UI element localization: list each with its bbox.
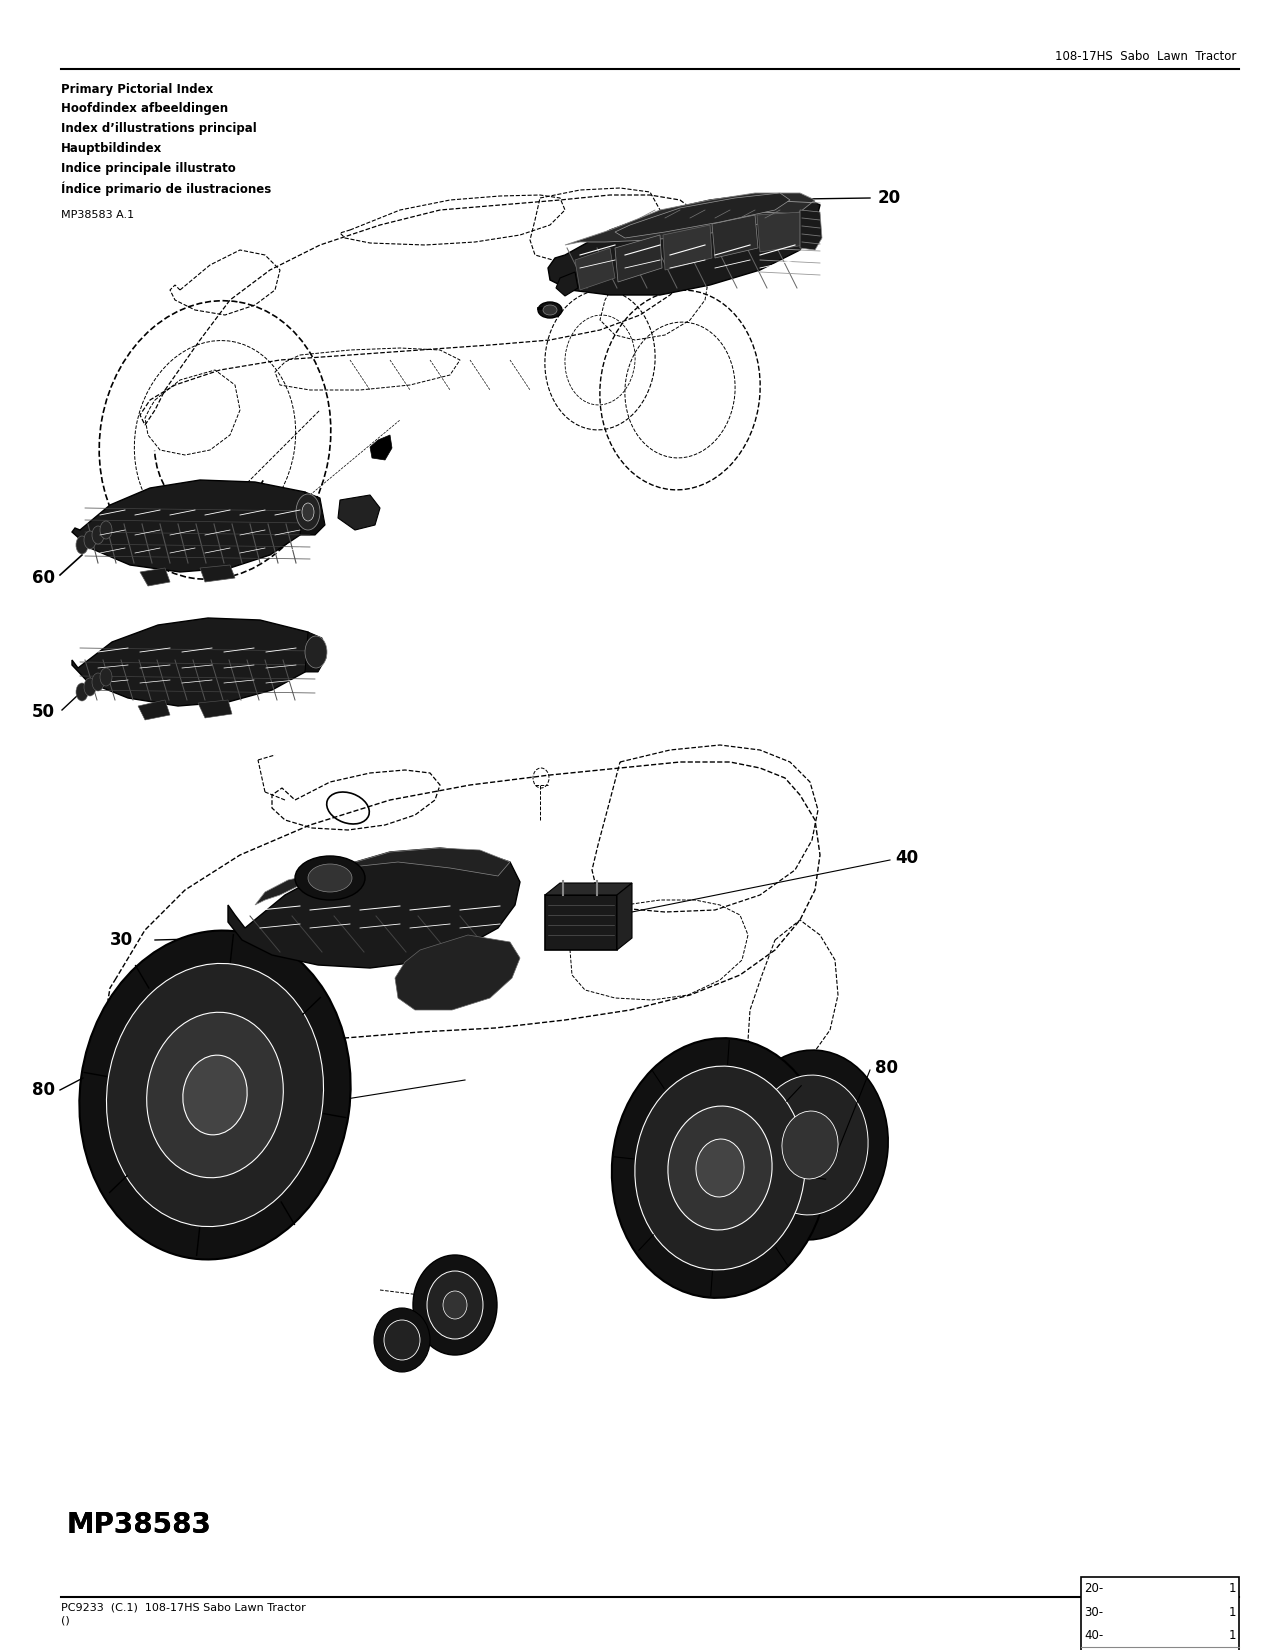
Ellipse shape	[305, 635, 326, 668]
Ellipse shape	[752, 1076, 868, 1214]
Ellipse shape	[635, 1066, 805, 1270]
Ellipse shape	[147, 1011, 283, 1178]
Ellipse shape	[732, 1049, 889, 1239]
Ellipse shape	[668, 1106, 773, 1229]
Text: Hoofdindex afbeeldingen: Hoofdindex afbeeldingen	[61, 102, 228, 116]
Polygon shape	[395, 936, 520, 1010]
Text: 40: 40	[895, 850, 918, 866]
Polygon shape	[548, 195, 820, 295]
Text: 1: 1	[1229, 1629, 1237, 1642]
Ellipse shape	[99, 668, 112, 686]
Text: 80: 80	[32, 1081, 55, 1099]
Ellipse shape	[782, 1110, 838, 1180]
Polygon shape	[663, 224, 711, 271]
Text: MP38583: MP38583	[66, 1511, 212, 1538]
Ellipse shape	[99, 521, 112, 540]
Polygon shape	[556, 272, 578, 295]
Polygon shape	[138, 700, 170, 719]
Ellipse shape	[309, 865, 352, 893]
Text: 60: 60	[32, 569, 55, 587]
Polygon shape	[370, 436, 391, 460]
Text: 20: 20	[878, 190, 901, 206]
Bar	[1081, 1577, 1239, 1650]
Text: 1: 1	[1229, 1582, 1237, 1596]
Polygon shape	[565, 193, 815, 244]
Ellipse shape	[413, 1256, 497, 1355]
Ellipse shape	[92, 673, 105, 691]
Text: Index d’illustrations principal: Index d’illustrations principal	[61, 122, 258, 135]
Polygon shape	[615, 234, 662, 282]
Text: Índice primario de ilustraciones: Índice primario de ilustraciones	[61, 182, 272, 196]
Ellipse shape	[612, 1038, 829, 1299]
Text: Indice principale illustrato: Indice principale illustrato	[61, 162, 236, 175]
Polygon shape	[300, 492, 325, 535]
Ellipse shape	[696, 1138, 745, 1196]
Ellipse shape	[182, 1054, 247, 1135]
Polygon shape	[71, 619, 317, 706]
Text: 80: 80	[875, 1059, 898, 1077]
Ellipse shape	[296, 493, 320, 530]
Polygon shape	[255, 848, 510, 904]
Text: 3: 3	[1233, 1602, 1239, 1612]
Ellipse shape	[442, 1290, 467, 1318]
Polygon shape	[711, 214, 759, 257]
Text: 1: 1	[1229, 1605, 1237, 1619]
Text: PC9233  (C.1)  108-17HS Sabo Lawn Tractor: PC9233 (C.1) 108-17HS Sabo Lawn Tractor	[61, 1602, 306, 1612]
Text: 50: 50	[32, 703, 55, 721]
Polygon shape	[799, 210, 822, 251]
Ellipse shape	[374, 1308, 430, 1373]
Polygon shape	[757, 211, 805, 252]
Ellipse shape	[302, 503, 314, 521]
Ellipse shape	[79, 931, 351, 1259]
Text: Hauptbildindex: Hauptbildindex	[61, 142, 162, 155]
Polygon shape	[617, 883, 632, 950]
Ellipse shape	[427, 1270, 483, 1340]
Polygon shape	[615, 193, 790, 238]
Polygon shape	[71, 480, 315, 573]
Text: 108-17HS  Sabo  Lawn  Tractor: 108-17HS Sabo Lawn Tractor	[1056, 50, 1237, 63]
Text: MP38583: MP38583	[66, 1511, 212, 1538]
Polygon shape	[140, 568, 170, 586]
Text: (): ()	[61, 1615, 70, 1625]
Polygon shape	[544, 894, 617, 950]
Ellipse shape	[84, 531, 96, 549]
Polygon shape	[228, 848, 520, 969]
Polygon shape	[338, 495, 380, 530]
Text: 30-: 30-	[1084, 1605, 1103, 1619]
Ellipse shape	[107, 964, 324, 1226]
Ellipse shape	[76, 536, 88, 554]
Ellipse shape	[295, 856, 365, 899]
Polygon shape	[198, 700, 232, 718]
Ellipse shape	[76, 683, 88, 701]
Text: 30: 30	[110, 931, 133, 949]
Text: 20-: 20-	[1084, 1582, 1103, 1596]
Polygon shape	[200, 564, 235, 582]
Polygon shape	[544, 883, 632, 894]
Ellipse shape	[92, 526, 105, 544]
Ellipse shape	[538, 302, 562, 318]
Text: Primary Pictorial Index: Primary Pictorial Index	[61, 82, 213, 96]
Polygon shape	[575, 248, 615, 290]
Ellipse shape	[543, 305, 557, 315]
Ellipse shape	[84, 678, 96, 696]
Text: 40-: 40-	[1084, 1629, 1103, 1642]
Text: MP38583 A.1: MP38583 A.1	[61, 210, 134, 219]
Polygon shape	[305, 632, 326, 672]
Ellipse shape	[384, 1320, 419, 1360]
